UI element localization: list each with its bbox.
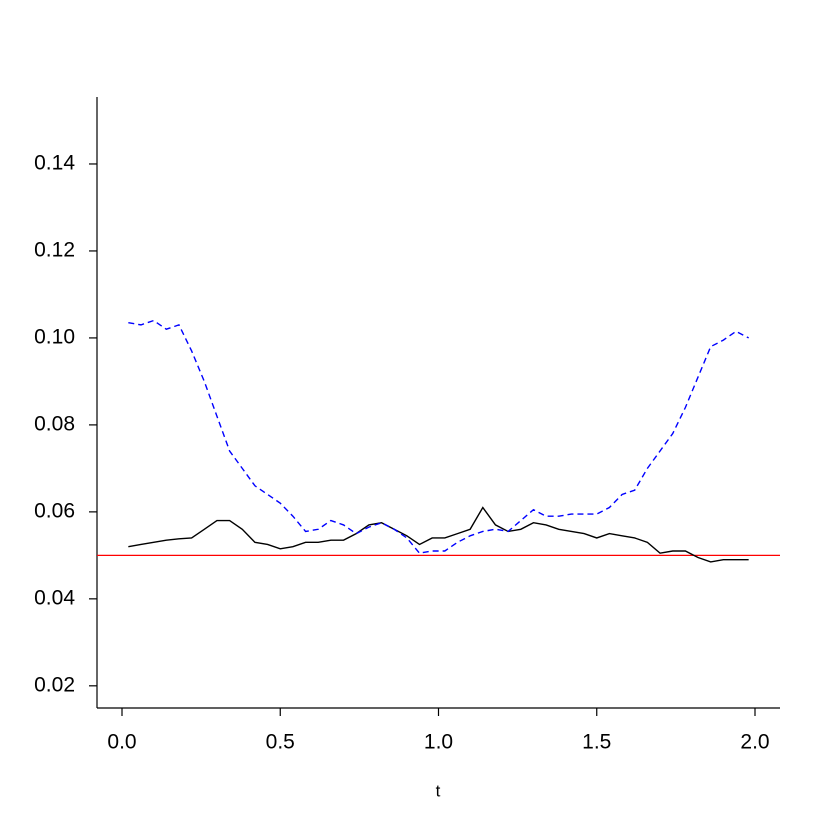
x-tick-label: 0.5: [266, 731, 295, 754]
x-axis-label: t: [436, 781, 441, 800]
y-tick-label: 0.02: [34, 673, 75, 696]
series-line: [128, 319, 749, 554]
series-line: [128, 506, 749, 563]
x-tick-label: 2.0: [740, 731, 769, 754]
y-tick-label: 0.10: [34, 325, 75, 348]
y-tick-label: 0.12: [34, 238, 75, 261]
y-tick-label: 0.14: [34, 152, 75, 175]
x-tick-label: 1.5: [582, 731, 611, 754]
y-tick-label: 0.06: [34, 499, 75, 522]
y-tick-label: 0.04: [34, 586, 75, 609]
x-tick-label: 1.0: [424, 731, 453, 754]
y-tick-label: 0.08: [34, 412, 75, 435]
x-tick-label: 0.0: [107, 731, 136, 754]
